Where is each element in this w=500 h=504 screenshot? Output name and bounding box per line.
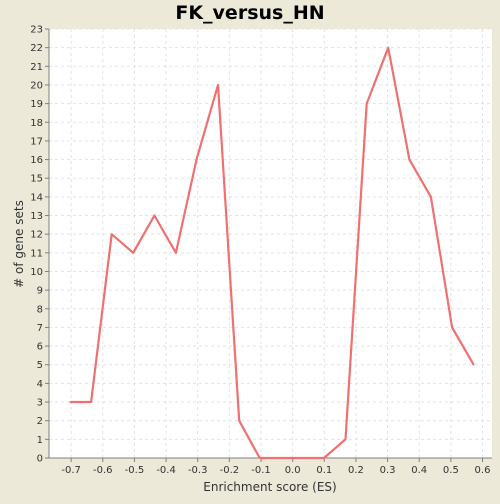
y-tick-label: 5: [37, 360, 43, 371]
x-tick-label: 0.6: [475, 465, 491, 476]
y-tick-label: 8: [37, 304, 43, 315]
x-tick-label: 0.5: [443, 465, 459, 476]
x-tick-label: -0.2: [220, 465, 240, 476]
data-point: [132, 252, 134, 254]
y-tick-label: 19: [30, 99, 43, 110]
x-tick-label: 0.3: [380, 465, 396, 476]
y-tick-label: 12: [30, 230, 43, 241]
x-tick-label: -0.3: [188, 465, 208, 476]
data-point: [217, 84, 219, 86]
data-point: [344, 438, 347, 441]
x-tick-label: -0.4: [156, 465, 176, 476]
y-tick-label: 17: [30, 136, 43, 147]
y-tick-label: 7: [37, 323, 43, 334]
data-point: [280, 457, 283, 459]
data-point: [323, 457, 325, 459]
data-point: [69, 401, 72, 403]
y-tick-label: 21: [30, 62, 43, 73]
x-tick-label: 0.0: [285, 465, 301, 476]
data-point: [110, 233, 113, 235]
plot-background: [49, 29, 492, 458]
y-tick-label: 14: [30, 192, 43, 203]
y-tick-label: 23: [30, 25, 43, 36]
y-tick-label: 11: [30, 248, 43, 259]
data-point: [258, 457, 261, 459]
series-line: [70, 46, 475, 460]
series: [69, 46, 475, 460]
x-axis-ticks: -0.7 -0.6 -0.5 -0.4 -0.3 -0.2 -0.1 0.0 0.1 0.2 0.3…: [61, 458, 490, 476]
y-tick-label: 1: [37, 435, 43, 446]
x-tick-label: -0.7: [61, 465, 81, 476]
x-tick-label: -0.5: [125, 465, 145, 476]
data-point: [472, 363, 475, 366]
y-tick-label: 10: [30, 267, 43, 278]
y-tick-label: 6: [37, 342, 43, 353]
y-tick-label: 3: [37, 398, 43, 409]
y-axis-label: # of gene sets: [12, 200, 26, 288]
data-point: [238, 419, 240, 422]
x-tick-label: 0.2: [348, 465, 364, 476]
y-tick-label: 15: [30, 174, 43, 185]
data-point: [387, 46, 390, 49]
x-tick-label: 0.4: [411, 465, 427, 476]
y-tick-label: 16: [30, 155, 43, 166]
y-tick-label: 18: [30, 118, 43, 129]
y-tick-label: 4: [37, 379, 43, 390]
x-tick-label: -0.6: [93, 465, 113, 476]
data-point: [195, 158, 198, 161]
grid: [49, 28, 492, 459]
y-tick-label: 22: [30, 43, 43, 54]
data-point: [430, 196, 432, 198]
data-point: [175, 252, 177, 254]
x-tick-label: -0.1: [251, 465, 271, 476]
data-point: [365, 102, 368, 105]
data-point: [153, 214, 156, 217]
x-axis-label: Enrichment score (ES): [203, 480, 336, 494]
y-tick-label: 0: [37, 454, 43, 465]
data-point: [408, 158, 411, 161]
y-tick-label: 9: [37, 286, 43, 297]
y-tick-label: 2: [37, 416, 43, 427]
chart-title: FK_versus_HN: [175, 2, 325, 24]
data-point: [451, 326, 453, 329]
y-tick-label: 13: [30, 211, 43, 222]
data-point: [301, 457, 304, 459]
x-tick-label: 0.1: [316, 465, 332, 476]
data-point: [90, 401, 92, 403]
y-tick-label: 20: [30, 80, 43, 91]
